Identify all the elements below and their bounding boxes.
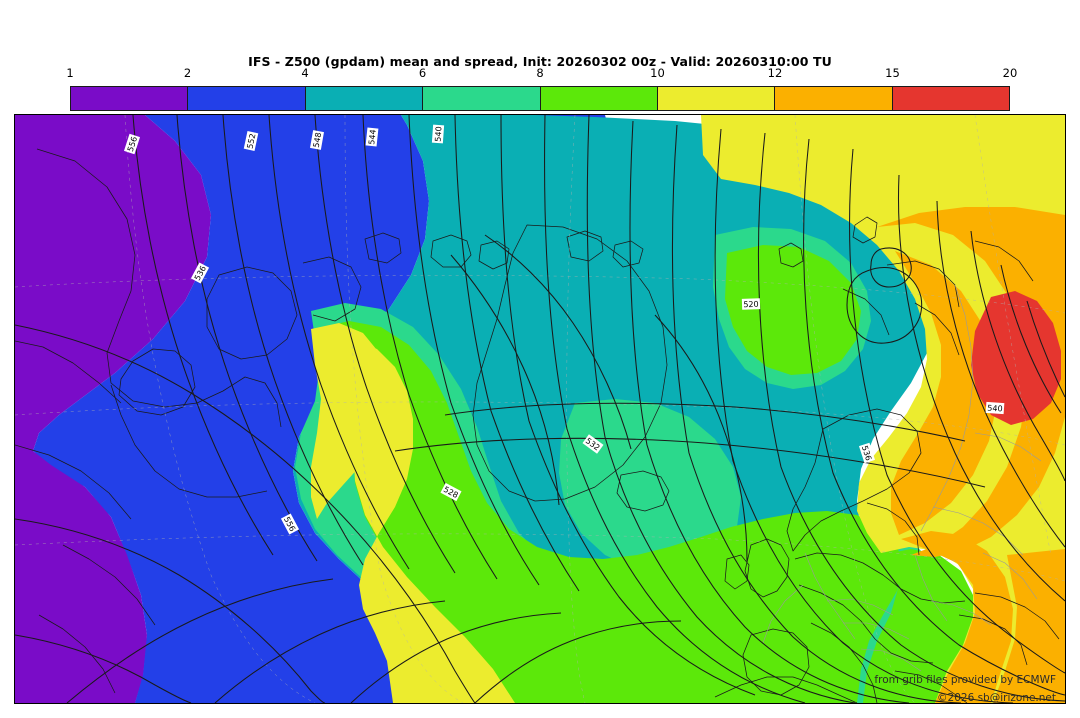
colorbar-tick-20: 20 [1002, 66, 1018, 80]
colorbar-tick-2: 2 [183, 66, 192, 80]
contour-label-540-n: 540 [431, 124, 445, 144]
colorbar-tick-6: 6 [418, 66, 427, 80]
source-attribution: from grib files provided by ECMWF [874, 674, 1056, 686]
map-panel: 556 552 548 544 [14, 114, 1066, 704]
copyright-attribution: ©2026 sb@irizone.net [937, 692, 1056, 704]
colorbar-tick-12: 12 [767, 66, 783, 80]
contour-label-552-nw: 552 [243, 131, 259, 151]
colorbar-segment-2-4 [188, 87, 306, 110]
spread-filled-contours [15, 115, 1065, 703]
colorbar-segment-12-15 [775, 87, 893, 110]
svg-text:536: 536 [860, 444, 873, 461]
svg-text:556: 556 [126, 135, 139, 152]
spread-band-8-10 [315, 321, 903, 703]
colorbar-segment-15-20 [892, 87, 1009, 110]
contour-label-540-e: 540 [985, 401, 1005, 415]
svg-text:548: 548 [312, 132, 324, 149]
spread-band-8-10-se [863, 549, 973, 703]
svg-text:540: 540 [433, 126, 443, 142]
contour-label-548-nw: 548 [310, 130, 324, 150]
colorbar-tick-15: 15 [885, 66, 900, 80]
country-borders [762, 284, 1042, 672]
contour-label-536-e: 536 [858, 442, 876, 464]
svg-text:520: 520 [743, 300, 759, 310]
colorbar-segment-4-6 [305, 87, 424, 110]
spread-band-10-12-labrador [311, 323, 389, 519]
colorbar-segment-1-2 [71, 87, 189, 110]
spread-band-2-4 [33, 115, 445, 703]
colorbar-tick-8: 8 [536, 66, 544, 80]
svg-text:544: 544 [367, 129, 378, 145]
colorbar-strip [70, 86, 1010, 111]
spread-band-12-15-east-fill [993, 549, 1065, 703]
svg-text:552: 552 [245, 133, 257, 150]
svg-text:540: 540 [987, 403, 1003, 413]
spread-band-12-15 [891, 251, 997, 535]
chart-title: IFS - Z500 (gpdam) mean and spread, Init… [248, 54, 832, 69]
colorbar-segment-10-12 [657, 87, 776, 110]
contour-label-556-nw: 556 [123, 133, 141, 155]
colorbar-segment-6-8 [423, 87, 541, 110]
contour-label-520-c: 520 [741, 298, 761, 310]
spread-band-15-20 [971, 291, 1061, 425]
colorbar-tick-1: 1 [66, 66, 74, 80]
colorbar-tick-10: 10 [650, 66, 665, 80]
colorbar-segment-8-10 [540, 87, 658, 110]
spread-colorbar [70, 86, 1010, 111]
colorbar-tick-labels: 1 2 4 6 8 10 12 15 20 [66, 66, 1017, 82]
spread-band-1-2-south [15, 451, 147, 703]
contour-label-544-n: 544 [365, 127, 379, 147]
colorbar-tick-4: 4 [301, 66, 309, 80]
map-canvas: 556 552 548 544 [15, 115, 1065, 703]
mean-height-contours [15, 115, 1065, 703]
